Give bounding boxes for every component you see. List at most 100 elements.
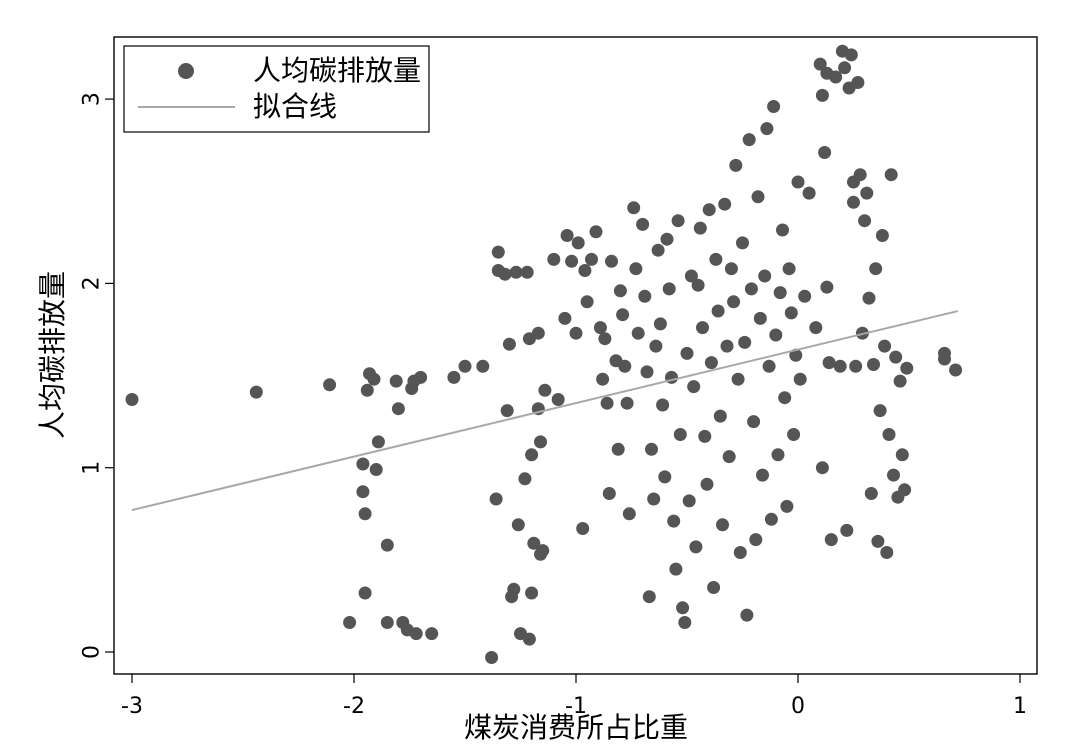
data-point [631,326,645,340]
data-point [789,348,803,362]
data-point [560,229,574,242]
data-point [358,507,372,521]
data-point [356,457,370,471]
data-point [651,243,665,257]
data-point [534,435,547,449]
y-axis: 0 1 2 3 [80,92,114,659]
data-point [893,374,907,388]
data-point [458,359,472,373]
data-point [658,470,672,484]
legend: 人均碳排放量 拟合线 [123,45,430,133]
data-point [511,518,525,532]
data-point [593,321,607,335]
data-points [125,44,963,664]
y-tick-label: 2 [80,276,105,290]
data-point [853,168,867,182]
data-point [884,168,898,182]
x-tick-label: -1 [565,694,587,719]
data-point [638,289,652,303]
data-point [851,76,865,89]
data-point [667,514,681,528]
data-point [691,278,705,292]
data-point [249,385,263,399]
data-point [727,295,741,309]
data-point [380,616,394,629]
data-point [840,523,854,537]
data-point [749,533,763,547]
data-point [869,262,883,276]
data-point [682,494,696,508]
data-point [824,533,838,547]
data-point [576,522,590,535]
data-point [756,468,769,482]
data-point [536,544,550,558]
data-point [656,398,670,412]
data-point [425,627,439,641]
data-point [882,428,896,441]
data-point [782,262,796,276]
data-point [684,269,698,283]
data-point [520,265,534,279]
data-point [647,492,661,506]
data-point [729,158,743,172]
data-point [687,380,701,394]
data-point [809,321,823,335]
data-point [414,370,428,384]
data-point [600,396,614,410]
x-axis-title: 煤炭消费所占比重 [464,711,688,744]
data-point [323,378,337,392]
data-point [793,372,807,386]
data-point [371,435,385,449]
data-point [713,409,727,423]
data-point [358,586,372,600]
y-tick-label: 3 [80,92,105,106]
data-point [716,518,729,532]
data-point [787,428,801,441]
x-tick-label: -2 [343,694,365,719]
data-point [938,352,951,366]
legend-label-points: 人均碳排放量 [253,54,421,87]
data-point [822,356,836,370]
data-point [878,339,892,353]
data-point [571,236,585,250]
data-point [551,393,565,406]
y-axis-title: 人均碳排放量 [36,271,69,439]
data-point [527,536,541,550]
data-point [949,363,963,377]
data-point [389,374,403,388]
data-point [813,57,827,71]
data-point [498,267,512,281]
data-point [702,203,716,217]
data-point [704,356,718,370]
data-point [680,346,694,360]
data-point [760,122,774,136]
data-point [500,404,514,418]
data-point [829,70,843,84]
data-point [722,450,736,464]
data-point [676,601,690,615]
data-point [833,359,847,373]
data-point [733,546,747,559]
data-point [753,311,767,325]
data-point [858,214,872,228]
data-point [613,284,627,298]
x-tick-label: 0 [791,694,805,719]
data-point [476,359,490,373]
data-point [380,538,394,552]
data-point [673,428,687,441]
data-point [880,546,894,559]
data-point [780,499,794,513]
data-point [718,197,732,211]
data-point [491,245,505,259]
data-point [731,372,745,386]
data-point [620,396,634,410]
data-point [742,133,756,147]
data-point [518,472,532,486]
data-point [507,582,521,596]
data-point [578,264,592,277]
data-point [815,88,829,102]
data-point [502,337,516,351]
data-point [844,48,858,62]
data-point [864,487,878,500]
